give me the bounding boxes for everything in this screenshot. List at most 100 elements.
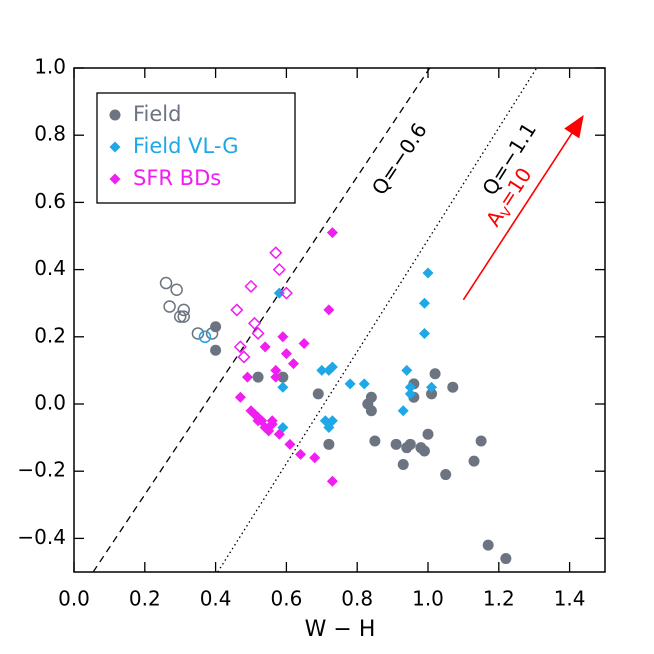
- point: [191, 327, 205, 340]
- point: [404, 438, 416, 450]
- x-tick-label: 1.0: [412, 587, 444, 611]
- point: [244, 279, 258, 293]
- x-tick-label: 0.8: [341, 587, 373, 611]
- point: [468, 455, 480, 467]
- legend-marker: [109, 109, 121, 121]
- point: [210, 321, 222, 333]
- point: [422, 428, 434, 440]
- point: [426, 381, 438, 393]
- point: [390, 438, 402, 450]
- y-tick-label: 1.0: [34, 55, 66, 79]
- point: [233, 340, 247, 354]
- point: [316, 364, 328, 376]
- x-tick-label: 0.2: [129, 587, 161, 611]
- legend-label: SFR BDs: [133, 166, 221, 190]
- point: [252, 371, 264, 383]
- point: [198, 330, 212, 344]
- point: [173, 310, 187, 323]
- y-tick-label: 0.2: [34, 323, 66, 347]
- point: [252, 415, 264, 427]
- point: [365, 391, 377, 403]
- point: [429, 368, 441, 380]
- point: [269, 246, 283, 260]
- plot-frame: [73, 67, 606, 573]
- point: [241, 371, 253, 383]
- point: [326, 415, 338, 427]
- point: [447, 381, 459, 393]
- legend-marker: [109, 173, 121, 185]
- legend-box: [96, 92, 296, 204]
- point: [440, 469, 452, 481]
- point: [397, 405, 409, 417]
- point: [273, 287, 285, 299]
- point: [230, 303, 244, 317]
- point: [323, 438, 335, 450]
- point: [259, 341, 271, 353]
- point: [163, 300, 176, 313]
- point: [159, 276, 173, 290]
- arrow-head: [564, 115, 584, 139]
- reference-line: [217, 68, 538, 572]
- point: [500, 553, 512, 565]
- point: [237, 350, 251, 364]
- y-tick-label: 0.4: [34, 256, 66, 280]
- point: [369, 435, 381, 447]
- point: [298, 338, 310, 350]
- point: [177, 303, 190, 317]
- point: [418, 297, 430, 309]
- point: [344, 378, 356, 390]
- point: [323, 304, 335, 316]
- x-tick-label: 0.0: [58, 587, 90, 611]
- point: [326, 227, 338, 239]
- y-tick-label: −0.4: [17, 525, 66, 549]
- point: [326, 475, 338, 487]
- point: [365, 405, 377, 417]
- point: [277, 331, 289, 343]
- point: [170, 283, 183, 297]
- point: [266, 418, 278, 430]
- point: [247, 316, 262, 330]
- point: [418, 327, 430, 339]
- y-tick-label: −0.2: [17, 458, 66, 482]
- point: [326, 361, 338, 373]
- point: [279, 286, 293, 300]
- point: [287, 358, 299, 370]
- y-tick-label: 0.0: [34, 391, 66, 415]
- plot-layer: [92, 68, 538, 572]
- legend-label: Field: [133, 102, 181, 126]
- extinction-arrow: [462, 133, 573, 301]
- legend-marker: [109, 141, 121, 153]
- point: [280, 348, 292, 360]
- reference-line: [92, 68, 431, 572]
- point: [284, 438, 296, 450]
- x-tick-label: 0.6: [270, 587, 302, 611]
- point: [312, 388, 324, 400]
- point: [249, 408, 261, 420]
- point: [404, 388, 416, 400]
- point: [273, 428, 285, 440]
- x-tick-label: 1.4: [554, 587, 586, 611]
- point: [397, 458, 409, 470]
- point: [401, 364, 413, 376]
- y-tick-label: 0.8: [34, 122, 66, 146]
- point: [426, 388, 438, 400]
- point: [295, 448, 307, 460]
- x-tick-label: 0.4: [200, 587, 232, 611]
- point: [422, 267, 434, 279]
- point: [418, 445, 430, 457]
- x-tick-label: 1.2: [483, 587, 515, 611]
- point: [404, 381, 416, 393]
- point: [272, 263, 286, 277]
- point: [277, 371, 289, 383]
- y-tick-label: 0.6: [34, 189, 66, 213]
- point: [482, 539, 494, 551]
- point: [205, 327, 219, 340]
- point: [210, 344, 222, 356]
- point: [251, 326, 265, 341]
- point: [277, 381, 289, 393]
- point: [358, 378, 370, 390]
- x-axis-label: W − H: [305, 617, 376, 642]
- point: [270, 364, 282, 376]
- point: [177, 310, 190, 323]
